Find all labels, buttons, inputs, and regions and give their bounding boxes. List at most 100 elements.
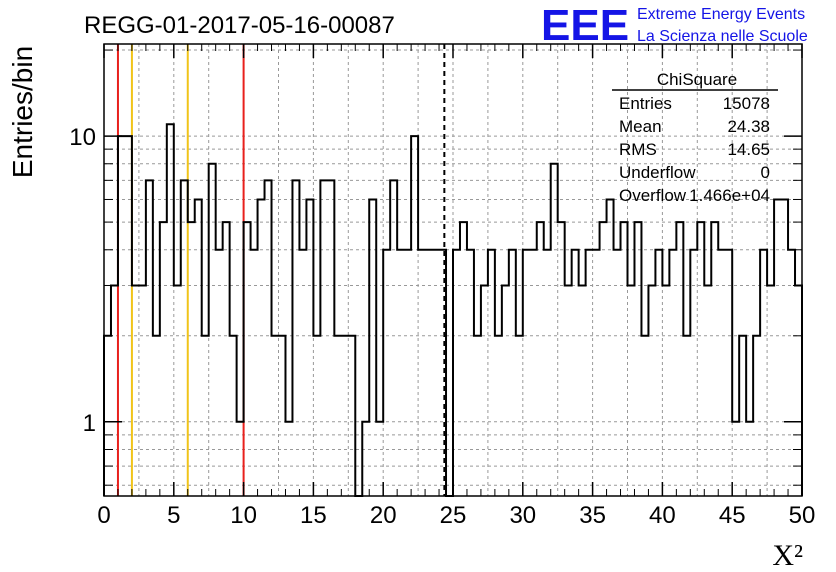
stats-label: Overflow [619,186,687,205]
stats-label: Entries [619,94,672,113]
histogram-bin [244,222,251,496]
histogram-bin [593,250,600,496]
histogram-bin [272,336,279,496]
histogram-bin [411,136,418,496]
histogram-bin [188,222,195,496]
histogram-bin [334,336,341,496]
x-tick-label: 35 [579,502,606,529]
histogram-bin [104,336,111,496]
x-tick-label: 10 [230,502,257,529]
logo-line-1: Extreme Energy Events [637,6,805,23]
histogram-bin [153,336,160,496]
histogram-bin [558,222,565,496]
histogram-bin [397,250,404,496]
histogram-bin [781,199,788,496]
histogram [103,123,803,497]
histogram-bin [509,250,516,496]
eee-logo: EEE Extreme Energy Events La Scienza nel… [541,1,808,50]
histogram-bin [516,336,523,496]
histogram-bin [551,164,558,496]
stats-label: Mean [619,117,662,136]
histogram-outline [103,123,803,497]
histogram-bin [641,336,648,496]
histogram-bin [607,199,614,496]
histogram-bin [739,336,746,496]
histogram-bin [628,285,635,496]
histogram-bin [634,222,641,496]
histogram-bin [251,250,258,496]
histogram-bin [683,336,690,496]
histogram-bin [725,250,732,496]
histogram-bin [460,222,467,496]
x-tick-label: 30 [509,502,536,529]
histogram-bin [795,285,802,496]
histogram-bin [285,422,292,496]
axes: 0 5 10 15 20 25 30 35 40 45 50 1 10 [69,43,816,529]
histogram-bin [160,222,167,496]
histogram-bin [788,250,795,496]
histogram-bin [209,164,216,496]
histogram-bin [146,180,153,496]
logo-mark: EEE [541,1,629,50]
stats-box-title: ChiSquare [657,70,737,89]
stats-value: 24.38 [727,117,770,136]
histogram-bin [621,222,628,496]
histogram-bin [425,250,432,496]
histogram-bin [495,336,502,496]
stats-box: ChiSquare Entries 15078 Mean 24.38 RMS 14.65 Un… [612,70,778,205]
histogram-bin [181,180,188,496]
histogram-bin [523,250,530,496]
histogram-bin [118,136,125,496]
x-axis-label: X² [772,539,803,572]
histogram-bin [132,285,139,496]
x-tick-label: 45 [719,502,746,529]
histogram-bin [230,336,237,496]
y-tick-label: 1 [83,410,96,437]
y-tick-label: 10 [69,124,96,151]
histogram-bin [774,199,781,496]
x-tick-label: 25 [440,502,467,529]
histogram-bin [327,180,334,496]
histogram-bin [139,285,146,496]
histogram-bin [530,250,537,496]
histogram-bin [453,250,460,496]
histogram-bin [369,199,376,496]
histogram-bin [195,199,202,496]
histogram-bin [432,250,439,496]
histogram-bin [362,422,369,496]
histogram-bin [404,250,411,496]
histogram-bin [439,250,446,496]
histogram-bin [202,336,209,496]
histogram-bin [467,250,474,496]
x-tick-label: 20 [370,502,397,529]
histogram-bin [502,285,509,496]
stats-label: RMS [619,140,657,159]
stats-value: 0 [761,163,770,182]
histogram-bin [746,422,753,496]
stats-value: 1.466e+04 [689,186,770,205]
histogram-bin [648,285,655,496]
histogram-bin [174,285,181,496]
histogram-bin [348,336,355,496]
histogram-bin [481,285,488,496]
histogram-bin [565,285,572,496]
histogram-bin [697,222,704,496]
histogram-bin [223,222,230,496]
histogram-bin [474,336,481,496]
histogram-bin [320,180,327,496]
histogram-bin [383,250,390,496]
histogram-bin [216,250,223,496]
histogram-bin [586,250,593,496]
histogram-bin [306,199,313,496]
x-tick-label: 50 [789,502,816,529]
histogram-bin [655,250,662,496]
histogram-bin [711,222,718,496]
histogram-bin [292,180,299,496]
histogram-bin [600,222,607,496]
histogram-bin [579,285,586,496]
histogram-bin [760,250,767,496]
histogram-bin [111,285,118,496]
histogram-bin [390,180,397,496]
histogram-bin [376,422,383,496]
